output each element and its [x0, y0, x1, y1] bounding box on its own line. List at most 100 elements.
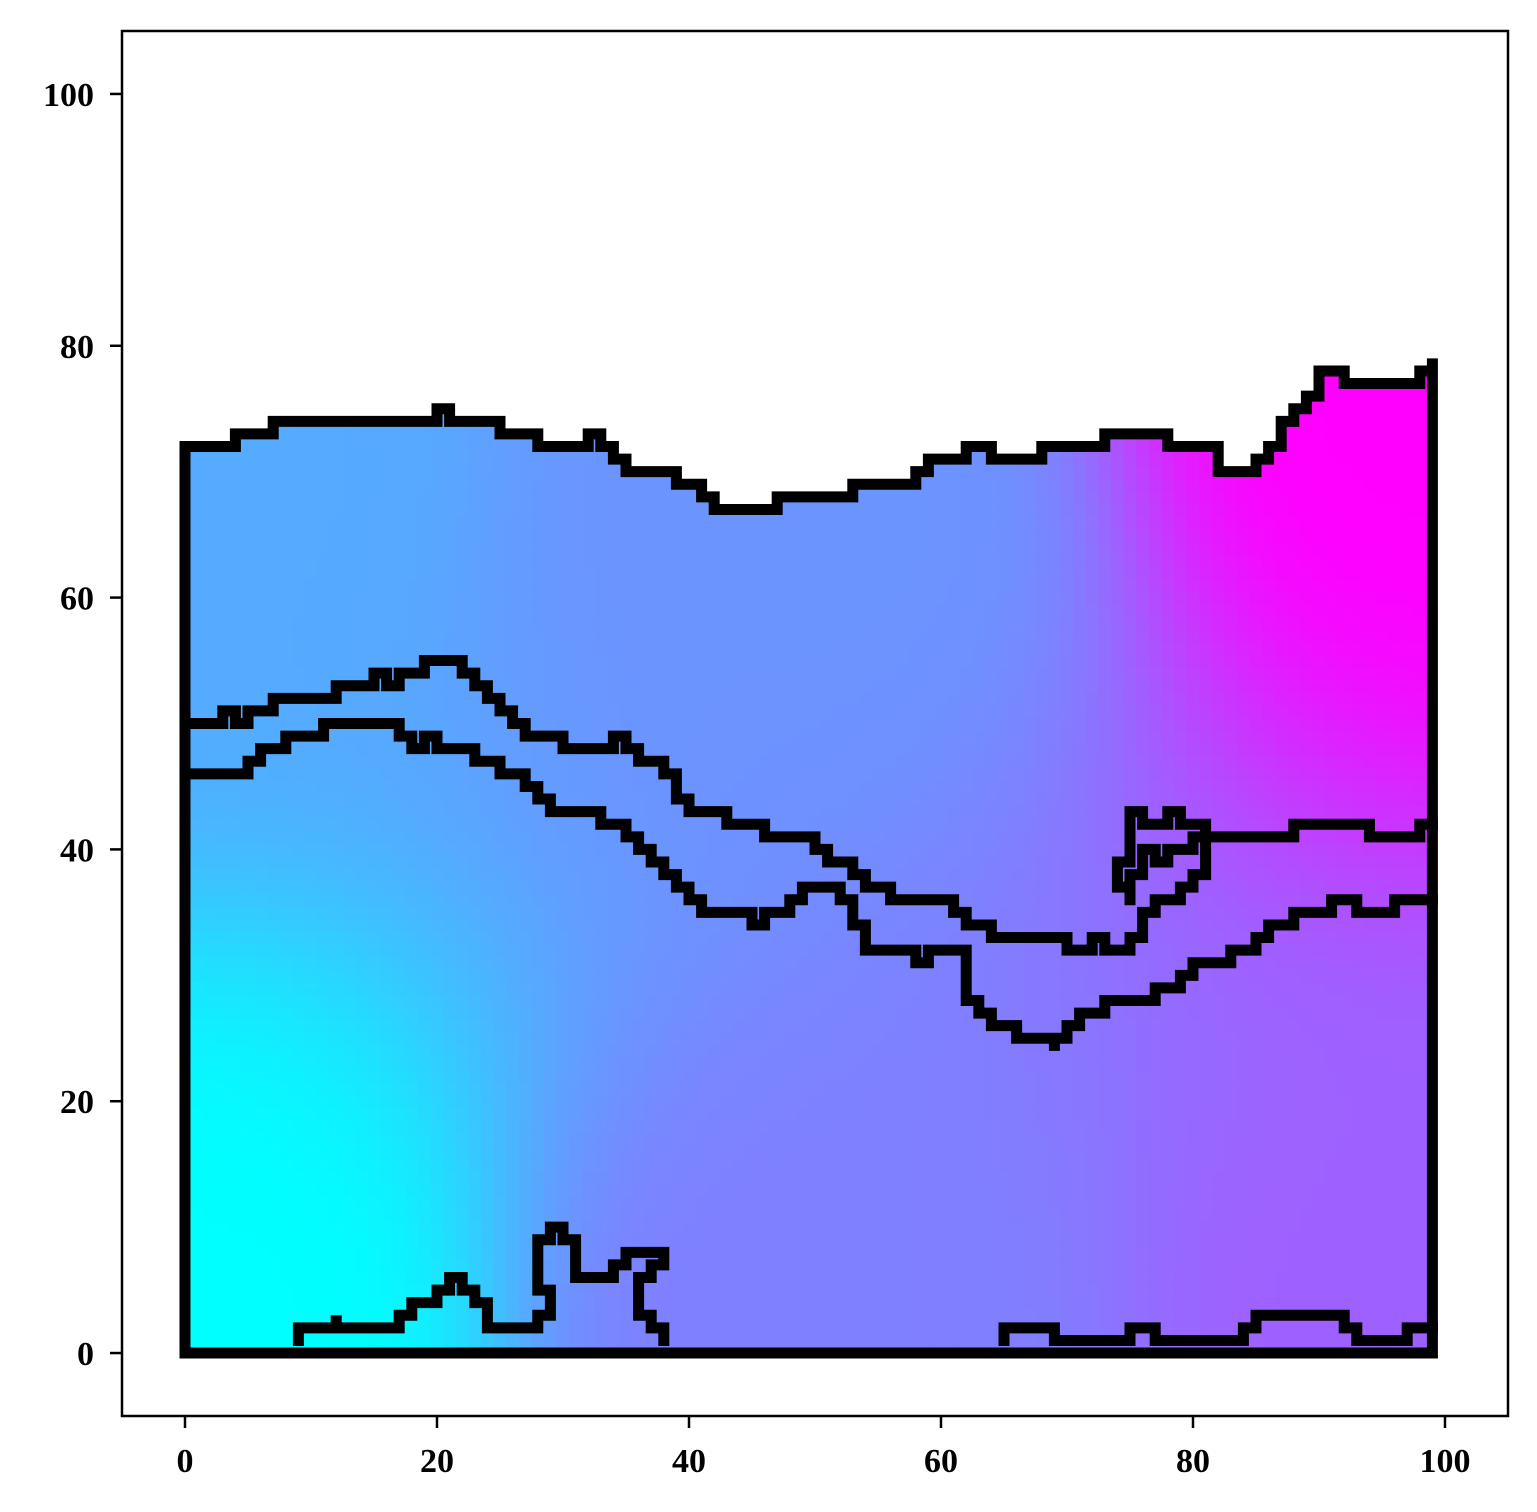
heatmap-cell	[216, 1195, 230, 1209]
heatmap-cell	[279, 490, 293, 504]
heatmap-cell	[544, 994, 558, 1008]
heatmap-cell	[821, 868, 835, 882]
heatmap-cell	[405, 994, 419, 1008]
heatmap-cell	[871, 1120, 885, 1134]
heatmap-cell	[531, 490, 545, 504]
heatmap-cell	[632, 729, 646, 743]
heatmap-cell	[720, 1321, 734, 1335]
heatmap-cell	[607, 981, 621, 995]
heatmap-cell	[229, 969, 243, 983]
heatmap-cell	[254, 1094, 268, 1109]
heatmap-cell	[506, 1120, 520, 1134]
heatmap-cell	[266, 1271, 281, 1285]
heatmap-cell	[909, 1258, 923, 1272]
heatmap-cell	[493, 1283, 507, 1297]
heatmap-cell	[455, 1321, 470, 1335]
heatmap-cell	[770, 729, 785, 743]
heatmap-cell	[619, 792, 633, 806]
heatmap-cell	[506, 1170, 520, 1184]
heatmap-cell	[380, 1283, 394, 1297]
heatmap-cell	[632, 906, 646, 920]
heatmap-cell	[229, 452, 243, 466]
heatmap-cell	[758, 1057, 772, 1071]
heatmap-cell	[644, 1094, 659, 1109]
heatmap-cell	[355, 566, 369, 580]
heatmap-cell	[833, 742, 848, 756]
heatmap-cell	[380, 880, 394, 895]
heatmap-cell	[430, 981, 444, 995]
heatmap-cell	[959, 1145, 974, 1159]
heatmap-cell	[216, 943, 230, 958]
heatmap-cell	[304, 830, 318, 844]
heatmap-cell	[506, 465, 520, 479]
heatmap-cell	[670, 1044, 684, 1058]
heatmap-cell	[619, 780, 633, 794]
heatmap-cell	[191, 1120, 205, 1134]
heatmap-cell	[619, 641, 633, 655]
heatmap-cell	[959, 1271, 974, 1285]
heatmap-cell	[859, 553, 873, 567]
heatmap-cell	[959, 1082, 974, 1096]
heatmap-cell	[229, 503, 243, 517]
heatmap-cell	[833, 1195, 848, 1209]
heatmap-cell	[392, 918, 407, 932]
heatmap-cell	[959, 1233, 974, 1247]
heatmap-cell	[846, 767, 860, 781]
heatmap-cell	[481, 465, 495, 479]
heatmap-cell	[468, 1220, 482, 1235]
heatmap-cell	[430, 377, 444, 391]
heatmap-cell	[859, 830, 873, 844]
heatmap-cell	[821, 415, 835, 429]
heatmap-cell	[796, 1208, 810, 1222]
heatmap-cell	[317, 528, 331, 542]
heatmap-cell	[909, 792, 923, 806]
heatmap-cell	[959, 1246, 974, 1260]
heatmap-cell	[682, 1044, 696, 1058]
heatmap-cell	[896, 1094, 911, 1109]
heatmap-cell	[947, 377, 961, 391]
heatmap-cell	[216, 805, 230, 819]
heatmap-cell	[758, 981, 772, 995]
heatmap-cell	[266, 578, 281, 592]
heatmap-cell	[947, 465, 961, 479]
heatmap-cell	[934, 1258, 948, 1272]
heatmap-cell	[594, 1031, 608, 1046]
heatmap-cell	[682, 1120, 696, 1134]
heatmap-cell	[380, 1120, 394, 1134]
heatmap-cell	[644, 477, 659, 492]
heatmap-cell	[518, 1031, 533, 1046]
heatmap-cell	[922, 679, 936, 693]
heatmap-cell	[871, 1145, 885, 1159]
heatmap-cell	[229, 1107, 243, 1121]
heatmap-cell	[594, 1006, 608, 1020]
heatmap-cell	[304, 616, 318, 630]
heatmap-cell	[317, 452, 331, 466]
heatmap-cell	[720, 918, 734, 932]
heatmap-cell	[783, 754, 797, 769]
heatmap-cell	[594, 1019, 608, 1033]
heatmap-cell	[770, 377, 785, 391]
heatmap-cell	[594, 1107, 608, 1121]
heatmap-cell	[544, 1183, 558, 1197]
heatmap-cell	[846, 830, 860, 844]
heatmap-cell	[329, 1271, 344, 1285]
heatmap-cell	[266, 1195, 281, 1209]
heatmap-cell	[518, 1258, 533, 1272]
heatmap-cell	[846, 603, 860, 618]
heatmap-cell	[481, 490, 495, 504]
heatmap-cell	[418, 843, 432, 857]
heatmap-cell	[619, 1082, 633, 1096]
heatmap-cell	[531, 402, 545, 416]
heatmap-cell	[241, 616, 255, 630]
heatmap-cell	[695, 729, 709, 743]
heatmap-cell	[871, 805, 885, 819]
heatmap-cell	[871, 1170, 885, 1184]
heatmap-cell	[506, 981, 520, 995]
heatmap-cell	[846, 1132, 860, 1146]
heatmap-cell	[430, 490, 444, 504]
heatmap-cell	[594, 1195, 608, 1209]
heatmap-cell	[607, 1145, 621, 1159]
heatmap-cell	[695, 415, 709, 429]
heatmap-cell	[670, 994, 684, 1008]
heatmap-cell	[279, 1233, 293, 1247]
